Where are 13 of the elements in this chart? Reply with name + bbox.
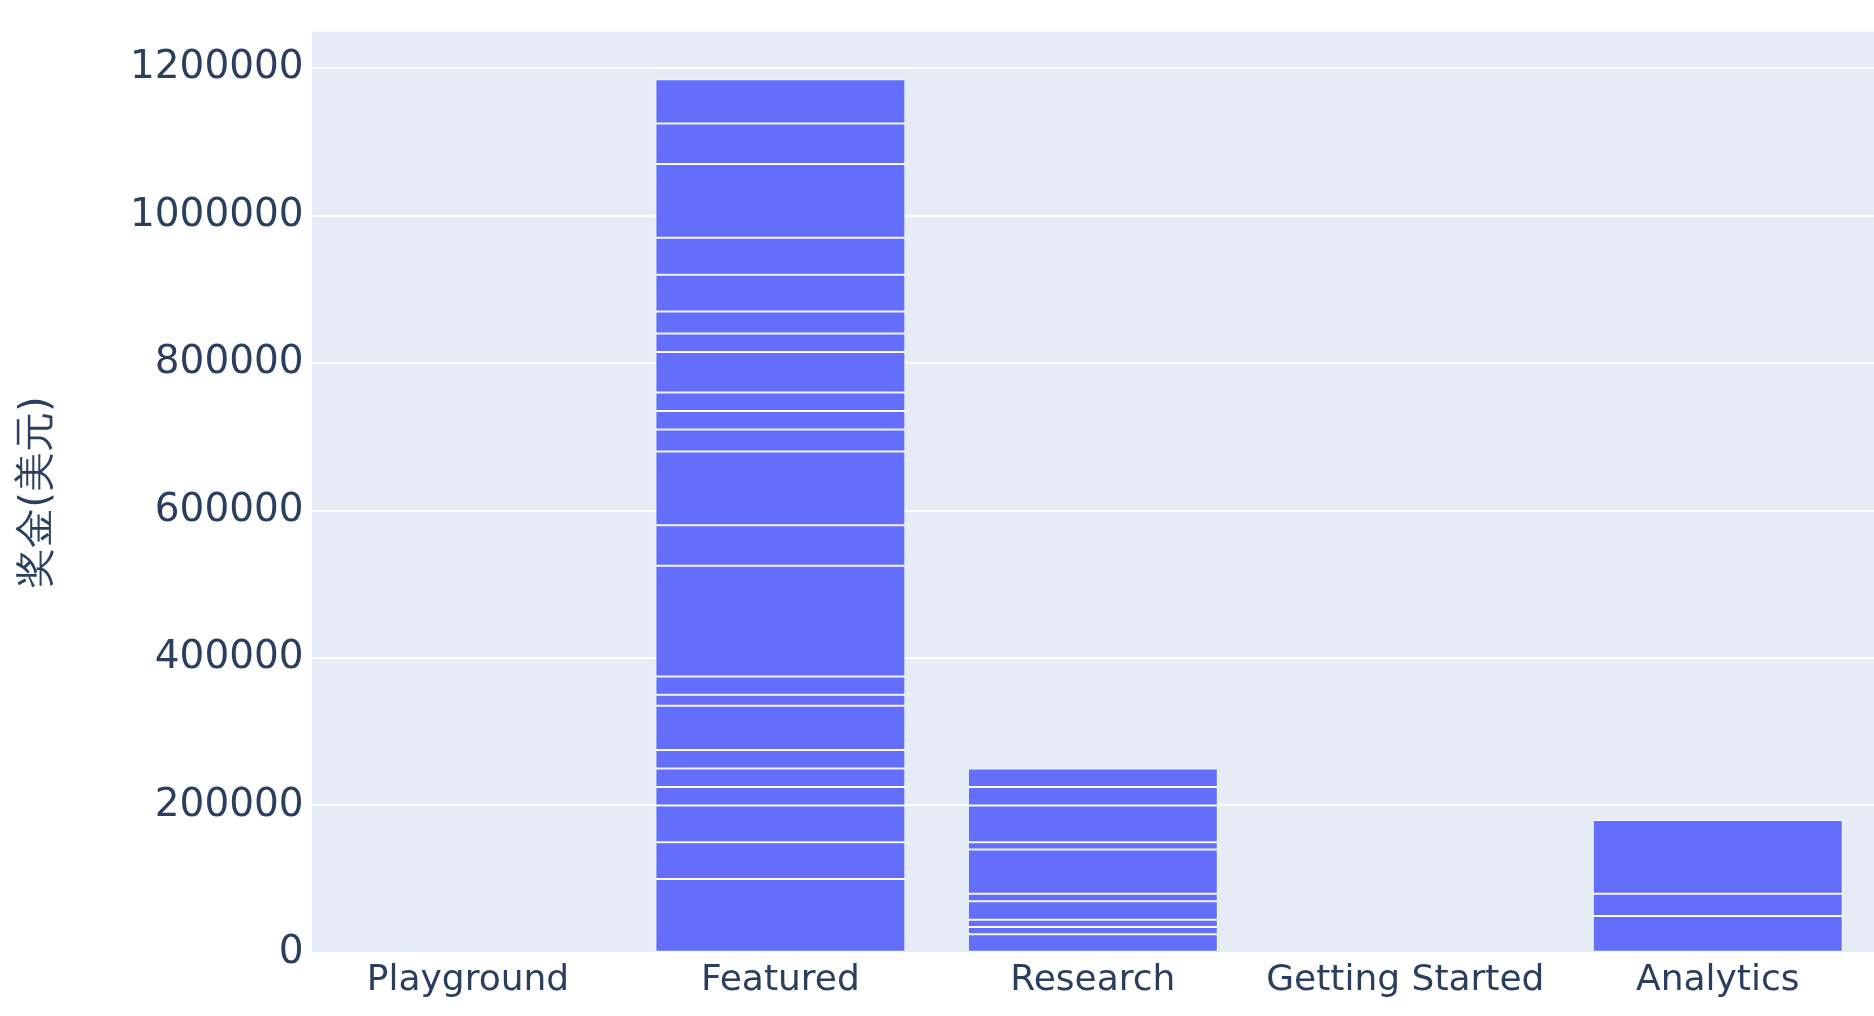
y-tick-label: 1000000 bbox=[129, 189, 304, 235]
y-axis-title: 奖金(美元) bbox=[11, 396, 58, 588]
y-tick-label: 200000 bbox=[154, 779, 304, 825]
y-tick-label: 1200000 bbox=[129, 42, 304, 88]
x-tick-label: Featured bbox=[700, 956, 860, 998]
x-tick-label: Analytics bbox=[1636, 956, 1800, 998]
y-tick-label: 600000 bbox=[154, 484, 304, 530]
y-tick-label: 400000 bbox=[154, 632, 304, 678]
x-tick-label: Getting Started bbox=[1266, 956, 1545, 998]
x-tick-label: Research bbox=[1010, 956, 1176, 998]
y-tick-label: 0 bbox=[278, 926, 304, 972]
x-tick-label: Playground bbox=[366, 956, 570, 998]
y-tick-label: 800000 bbox=[154, 337, 304, 383]
